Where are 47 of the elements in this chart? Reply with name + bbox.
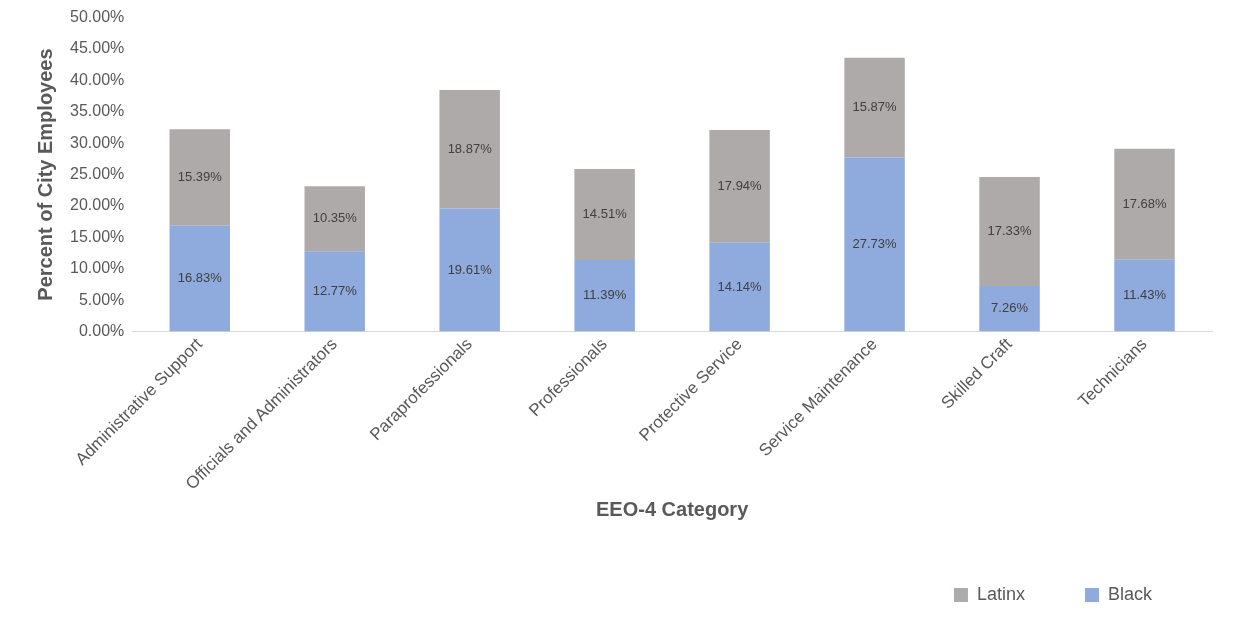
data-label: 10.35% [312, 210, 358, 226]
bar [1114, 259, 1175, 332]
x-axis-title: EEO-4 Category [596, 497, 750, 520]
y-tick-label: 30.00% [70, 133, 125, 151]
data-label: 14.51% [582, 206, 628, 222]
data-label: 7.26% [991, 300, 1029, 316]
data-label: 17.94% [717, 177, 763, 193]
y-tick-label: 15.00% [70, 227, 125, 245]
y-tick-label: 0.00% [78, 321, 125, 339]
bar [1114, 148, 1175, 260]
legend-label: Latinx [976, 583, 1025, 604]
y-axis-title: Percent of City Employees [33, 48, 56, 301]
y-tick-label: 45.00% [70, 39, 125, 57]
bar [169, 225, 230, 332]
bar [574, 259, 635, 332]
bar [979, 177, 1040, 286]
data-label: 17.68% [1122, 195, 1167, 211]
data-label: 12.77% [312, 282, 358, 298]
data-label: 15.87% [852, 99, 898, 115]
bar [574, 168, 635, 260]
y-tick-label: 35.00% [70, 102, 125, 120]
bar [439, 208, 500, 332]
bar [709, 242, 770, 332]
data-label: 16.83% [177, 270, 223, 286]
y-tick-label: 20.00% [70, 196, 125, 214]
bar [304, 186, 365, 252]
y-tick-label: 25.00% [70, 164, 125, 182]
bar [844, 57, 905, 158]
data-label: 15.39% [177, 169, 223, 185]
bar [709, 130, 770, 243]
bar [169, 129, 230, 226]
bar [439, 89, 500, 209]
y-tick-label: 10.00% [70, 259, 125, 277]
data-label: 17.33% [987, 223, 1033, 239]
y-tick-label: 50.00% [70, 8, 125, 26]
data-label: 27.73% [852, 236, 898, 252]
data-label: 18.87% [447, 140, 493, 156]
bar [304, 251, 365, 332]
data-label: 14.14% [717, 278, 763, 294]
data-label: 11.43% [1122, 287, 1167, 303]
bar [844, 157, 905, 332]
y-tick-label: 40.00% [70, 70, 125, 88]
bar [979, 285, 1040, 332]
data-label: 11.39% [583, 287, 627, 303]
legend-label: Black [1107, 583, 1153, 604]
data-label: 19.61% [447, 261, 493, 277]
y-tick-label: 5.00% [78, 290, 125, 308]
